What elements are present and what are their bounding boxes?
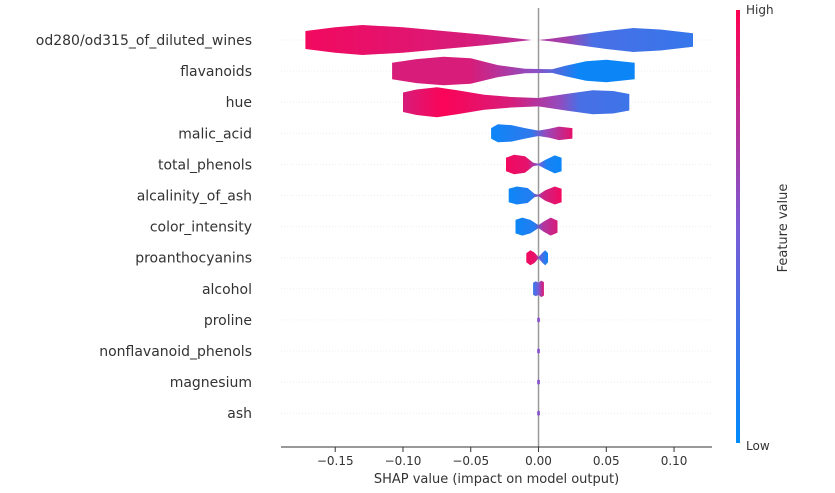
- feature-label: proanthocyanins: [135, 251, 252, 267]
- x-axis: −0.15 −0.10 −0.05 0.00 0.05 0.10 SHAP value (…: [281, 446, 712, 487]
- x-tick-label: 0.00: [525, 454, 552, 468]
- x-axis-title: SHAP value (impact on model output): [374, 472, 619, 487]
- violin-malic-acid: [491, 124, 573, 143]
- colorbar-high-label: High: [746, 3, 774, 17]
- violin-ash: [537, 410, 540, 416]
- x-tick-label: −0.05: [452, 454, 489, 468]
- x-ticks: −0.15 −0.10 −0.05 0.00 0.05 0.10: [317, 447, 688, 468]
- feature-label: malic_acid: [178, 126, 252, 142]
- feature-label: magnesium: [170, 375, 252, 391]
- violin-proanthocyanins: [526, 250, 548, 266]
- violin-magnesium: [537, 379, 540, 385]
- colorbar-title: Feature value: [776, 184, 791, 273]
- violin-alcalinity-of-ash: [508, 186, 562, 205]
- violin-od280-od315-of-diluted-wines: [305, 25, 693, 55]
- feature-label: total_phenols: [158, 157, 252, 173]
- x-tick-label: −0.10: [385, 454, 422, 468]
- feature-label: od280/od315_of_diluted_wines: [36, 33, 252, 49]
- colorbar: High Low Feature value: [736, 3, 791, 453]
- x-tick-label: 0.10: [661, 454, 688, 468]
- feature-labels: od280/od315_of_diluted_wines flavanoids hu…: [36, 33, 252, 422]
- feature-label: color_intensity: [150, 220, 252, 236]
- violin-flavanoids: [392, 56, 635, 86]
- feature-label: ash: [227, 406, 252, 422]
- colorbar-low-label: Low: [746, 439, 770, 453]
- colorbar-gradient: [736, 10, 740, 443]
- feature-label: alcohol: [202, 282, 252, 298]
- violin-color-intensity: [515, 217, 558, 236]
- feature-label: proline: [204, 313, 252, 329]
- feature-label: nonflavanoid_phenols: [99, 344, 252, 360]
- violin-alcohol: [533, 280, 544, 298]
- violins: [305, 25, 693, 416]
- x-tick-label: 0.05: [593, 454, 620, 468]
- feature-label: flavanoids: [180, 64, 252, 80]
- x-tick-label: −0.15: [317, 454, 354, 468]
- violin-total-phenols: [506, 154, 562, 175]
- feature-label: hue: [226, 95, 252, 111]
- feature-label: alcalinity_of_ash: [137, 189, 252, 205]
- violin-hue: [403, 87, 630, 118]
- violin-proline: [537, 317, 540, 323]
- violin-nonflavanoid-phenols: [537, 348, 540, 354]
